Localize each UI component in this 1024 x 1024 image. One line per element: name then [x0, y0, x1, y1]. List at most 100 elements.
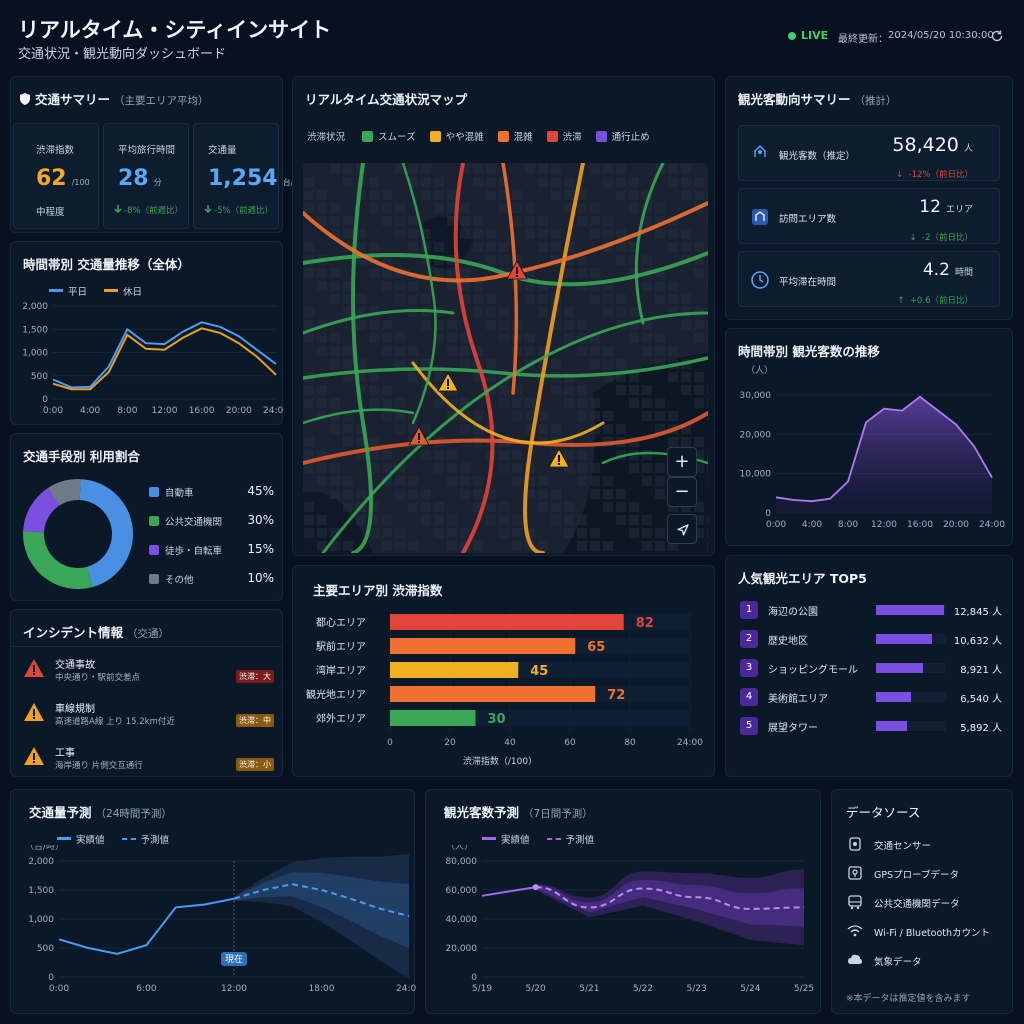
map-block	[343, 476, 353, 486]
map-block	[551, 515, 561, 525]
map-block	[382, 281, 392, 291]
map-block	[369, 450, 379, 460]
top-areas-panel: 人気観光エリア TOP5 1 海辺の公園 12,845 人 2 歴史地区 10,…	[725, 555, 1013, 777]
incident-item[interactable]: 工事 海岸通り 片側交互通行 渋滞：小	[21, 744, 274, 782]
map-block	[317, 385, 327, 395]
map-road	[303, 356, 708, 380]
map-block	[668, 411, 678, 421]
incident-item[interactable]: 交通事故 中央通り・駅前交差点 渋滞：大	[21, 656, 274, 694]
incident-marker-icon[interactable]	[408, 426, 430, 446]
map-block	[577, 398, 587, 408]
tourism-row-delta: +0.6（前日比）	[909, 296, 973, 306]
hourly-traffic-legend: 平日 休日	[49, 284, 142, 298]
map-block	[369, 307, 379, 317]
map-block	[486, 294, 496, 304]
map-legend-label: やや混雑	[445, 132, 484, 143]
map-block	[499, 242, 509, 252]
x-tick-label: 20	[444, 738, 456, 748]
top-area-row[interactable]: 1 海辺の公園 12,845 人	[740, 601, 1002, 619]
map-block	[577, 528, 587, 538]
forecast-line	[233, 883, 410, 918]
map-block	[447, 268, 457, 278]
map-block	[382, 476, 392, 486]
top-area-row[interactable]: 5 展望タワー 5,892 人	[740, 717, 1002, 735]
map-block	[681, 164, 691, 174]
map-block	[356, 359, 366, 369]
refresh-icon[interactable]	[990, 29, 1004, 43]
incident-marker-icon[interactable]	[437, 372, 459, 392]
incident-marker-icon[interactable]	[506, 260, 528, 280]
map-block	[460, 229, 470, 239]
zoom-in-button[interactable]: +	[667, 447, 697, 477]
map-block	[564, 398, 574, 408]
map-block	[642, 333, 652, 343]
map-block	[538, 307, 548, 317]
incident-item[interactable]: 車線規制 高速道路A線 上り 15.2km付近 渋滞：中	[21, 700, 274, 738]
page-subtitle: 交通状況・観光動向ダッシュボード	[18, 47, 227, 62]
traffic-forecast-title: 交通量予測	[29, 805, 92, 820]
map-road	[303, 408, 415, 425]
map-block	[564, 450, 574, 460]
map-block	[382, 320, 392, 330]
map-block	[317, 450, 327, 460]
map-block	[525, 164, 535, 174]
map-block	[616, 502, 626, 512]
map-block	[382, 515, 392, 525]
map-block	[590, 346, 600, 356]
map-block	[369, 463, 379, 473]
map-block	[460, 281, 470, 291]
x-tick-label: 20:00	[943, 520, 969, 530]
map-block	[603, 411, 613, 421]
map-block	[421, 190, 431, 200]
legend-swatch	[149, 487, 159, 497]
arrow-down-icon: ↓	[909, 233, 917, 243]
map-block	[356, 372, 366, 382]
card-sub: 中程度	[36, 207, 65, 218]
hourly-tourists-chart: （人） 0 10,000 20,000 30,000 0:00 4:00 8:00 12:00 1…	[740, 365, 1006, 530]
top-area-row[interactable]: 4 美術館エリア 6,540 人	[740, 688, 1002, 706]
map-block	[603, 281, 613, 291]
map-block	[317, 216, 327, 226]
map-block	[330, 476, 340, 486]
map-block	[408, 242, 418, 252]
map-block	[564, 177, 574, 187]
x-tick-label: 0:00	[43, 406, 63, 416]
x-tick-label: 16:00	[189, 406, 215, 416]
x-tick-label: 6:00	[136, 984, 156, 994]
map-block	[343, 424, 353, 434]
top-area-row[interactable]: 3 ショッピングモール 8,921 人	[740, 659, 1002, 677]
top-area-row[interactable]: 2 歴史地区 10,632 人	[740, 630, 1002, 648]
x-tick-label: 0	[387, 738, 393, 748]
map-block	[707, 320, 708, 330]
map-block	[525, 463, 535, 473]
map-block	[317, 411, 327, 421]
map-block	[642, 476, 652, 486]
map-block	[512, 190, 522, 200]
incident-desc: 高速道路A線 上り 15.2km付近	[55, 717, 175, 727]
map-block	[434, 268, 444, 278]
locate-button[interactable]	[667, 514, 697, 544]
traffic-map[interactable]	[303, 163, 708, 553]
map-block	[668, 177, 678, 187]
map-block	[590, 489, 600, 499]
bar-value-label: 65	[587, 640, 605, 655]
map-block	[369, 333, 379, 343]
map-block	[304, 190, 314, 200]
map-block	[447, 216, 457, 226]
map-block	[655, 541, 665, 551]
map-block	[551, 229, 561, 239]
map-block	[668, 242, 678, 252]
map-road	[303, 309, 455, 335]
area-name: 歴史地区	[768, 636, 808, 647]
map-block	[642, 541, 652, 551]
map-block	[330, 216, 340, 226]
map-block	[330, 268, 340, 278]
traffic-forecast-legend: 実績値 予測値	[57, 832, 169, 846]
incident-marker-icon[interactable]	[548, 448, 570, 468]
zoom-out-button[interactable]: −	[667, 477, 697, 507]
map-block	[616, 424, 626, 434]
map-block	[434, 242, 444, 252]
map-block	[512, 398, 522, 408]
map-block	[577, 450, 587, 460]
donut-slice	[79, 479, 133, 588]
